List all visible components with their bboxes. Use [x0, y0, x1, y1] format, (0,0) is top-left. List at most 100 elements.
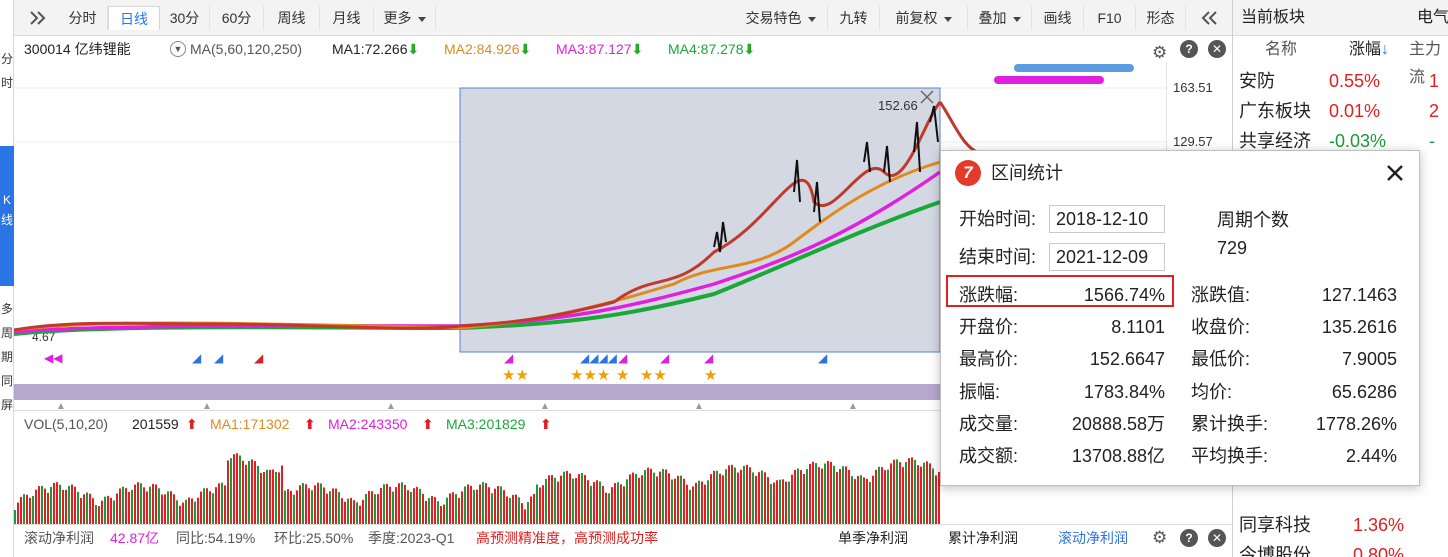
adjust-label: 前复权: [895, 10, 938, 26]
tab-zhouxian[interactable]: 周线: [264, 6, 320, 30]
close-icon[interactable]: [1385, 163, 1405, 183]
multi-period-4[interactable]: 同: [0, 374, 13, 388]
tab-30fen[interactable]: 30分: [160, 6, 210, 30]
event-strip[interactable]: [14, 384, 940, 400]
volume-bar: [920, 466, 922, 524]
volume-bar: [641, 475, 643, 524]
volume-bar: [50, 486, 52, 524]
col-name[interactable]: 名称: [1265, 41, 1298, 58]
volume-bar: [794, 469, 796, 524]
trade-feature-dropdown[interactable]: 交易特色: [734, 6, 828, 30]
volume-bar: [872, 475, 874, 524]
double-chevron-left-icon[interactable]: [1190, 6, 1228, 30]
stock-row[interactable]: 今博股份 0.80%: [1233, 540, 1448, 557]
volume-bar: [101, 500, 103, 524]
volume-chart[interactable]: [14, 436, 940, 524]
volume-bar: [68, 485, 70, 524]
volume-bar: [491, 493, 493, 524]
vol-setting[interactable]: VOL(5,10,20): [24, 416, 109, 432]
chevron-down-icon[interactable]: ▼: [170, 41, 186, 57]
volume-bar: [398, 483, 400, 524]
volume-bar: [710, 474, 712, 524]
volume-bar: [797, 468, 799, 524]
tab-rolling-profit[interactable]: 滚动净利润: [1058, 530, 1128, 546]
multi-period-3[interactable]: 期: [0, 350, 13, 364]
left-label-shi[interactable]: 时: [0, 76, 13, 90]
pattern-button[interactable]: 形态: [1136, 6, 1186, 30]
left-label-fen[interactable]: 分: [0, 52, 13, 66]
multi-period-2[interactable]: 周: [0, 326, 13, 340]
signal-marker: ◢: [214, 351, 224, 365]
volume-bar: [623, 486, 625, 524]
vol-ma1: MA1:171302: [210, 416, 290, 432]
caret-down-icon: [1012, 16, 1021, 22]
volume-bar: [911, 457, 913, 524]
sector-row[interactable]: 共享经济 -0.03% -: [1233, 126, 1448, 156]
kline-chart[interactable]: 152.66 4.67 ◀◀ ◢ ◢ ◢ ◢ ◢◢◢◢ ◢ ◢ ◢ ◢ ★★ ★…: [14, 62, 1166, 410]
magenta-dot-strip: [994, 76, 1104, 84]
tab-rixian[interactable]: 日线: [108, 6, 160, 30]
selection-close-icon[interactable]: [920, 90, 934, 104]
volume-bar: [215, 487, 217, 524]
interval-selection[interactable]: [459, 87, 941, 353]
volume-bar: [338, 492, 340, 524]
adjust-dropdown[interactable]: 前复权: [880, 6, 968, 30]
volume-bar: [545, 478, 547, 524]
arrow-up-icon: ⬆: [540, 416, 552, 432]
volume-bar: [368, 490, 370, 524]
volume-bar: [848, 469, 850, 524]
f10-button[interactable]: F10: [1084, 6, 1136, 30]
stat-value: 2.44%: [1345, 446, 1397, 466]
tab-fenshi[interactable]: 分时: [58, 6, 108, 30]
close-icon[interactable]: ✕: [1208, 40, 1226, 58]
dialog-title-bar: 7 区间统计: [941, 151, 1419, 195]
volume-bar: [410, 491, 412, 524]
volume-bar: [326, 493, 328, 524]
overlay-dropdown[interactable]: 叠加: [968, 6, 1032, 30]
volume-bar: [353, 500, 355, 524]
sector-row[interactable]: 安防 0.55% 1: [1233, 66, 1448, 96]
volume-bar: [689, 489, 691, 524]
promo-link[interactable]: 高预测精准度，高预测成功率: [476, 530, 658, 546]
gear-icon[interactable]: ⚙: [1152, 43, 1168, 62]
close-icon[interactable]: ✕: [1208, 529, 1226, 547]
draw-line-button[interactable]: 画线: [1032, 6, 1084, 30]
sector-panel-extra[interactable]: 电气: [1417, 9, 1448, 26]
end-time-input[interactable]: 2021-12-09: [1049, 243, 1165, 271]
multi-period-5[interactable]: 屏: [0, 398, 13, 412]
volume-bar: [830, 461, 832, 524]
star-marker: ★★★: [570, 367, 610, 384]
volume-bar: [290, 490, 292, 524]
stock-row[interactable]: 同享科技 1.36%: [1233, 510, 1448, 540]
col-change[interactable]: 涨幅↓: [1349, 36, 1389, 64]
help-icon[interactable]: ?: [1180, 40, 1198, 58]
volume-bar: [455, 494, 457, 524]
volume-bar: [425, 500, 427, 524]
price-tick-second: 129.57: [1173, 134, 1213, 149]
tab-single-quarter-profit[interactable]: 单季净利润: [838, 530, 908, 546]
tab-more[interactable]: 更多: [374, 6, 436, 30]
volume-bar: [236, 453, 238, 524]
volume-bar: [701, 481, 703, 524]
ma-setting[interactable]: MA(5,60,120,250): [190, 41, 303, 57]
gear-icon[interactable]: ⚙: [1152, 528, 1168, 547]
volume-bar: [191, 498, 193, 524]
volume-bar: [704, 484, 706, 524]
nine-turn-button[interactable]: 九转: [828, 6, 880, 30]
volume-bar: [245, 464, 247, 524]
start-time-input[interactable]: 2018-12-10: [1049, 205, 1165, 233]
multi-period-1[interactable]: 多: [0, 302, 13, 316]
col-flow[interactable]: 主力流: [1409, 41, 1442, 86]
double-chevron-right-icon[interactable]: [18, 6, 58, 30]
kline-tab[interactable]: K 线: [0, 146, 14, 286]
event-pointer: ▲: [386, 401, 396, 410]
volume-bar: [686, 484, 688, 524]
sector-row[interactable]: 广东板块 0.01% 2: [1233, 96, 1448, 126]
tab-yuexian[interactable]: 月线: [320, 6, 374, 30]
ma3-value: MA3:87.127⬇: [556, 36, 643, 62]
tab-cumulative-profit[interactable]: 累计净利润: [948, 530, 1018, 546]
volume-bar: [590, 485, 592, 524]
volume-bar: [119, 488, 121, 524]
help-icon[interactable]: ?: [1180, 529, 1198, 547]
tab-60fen[interactable]: 60分: [210, 6, 264, 30]
